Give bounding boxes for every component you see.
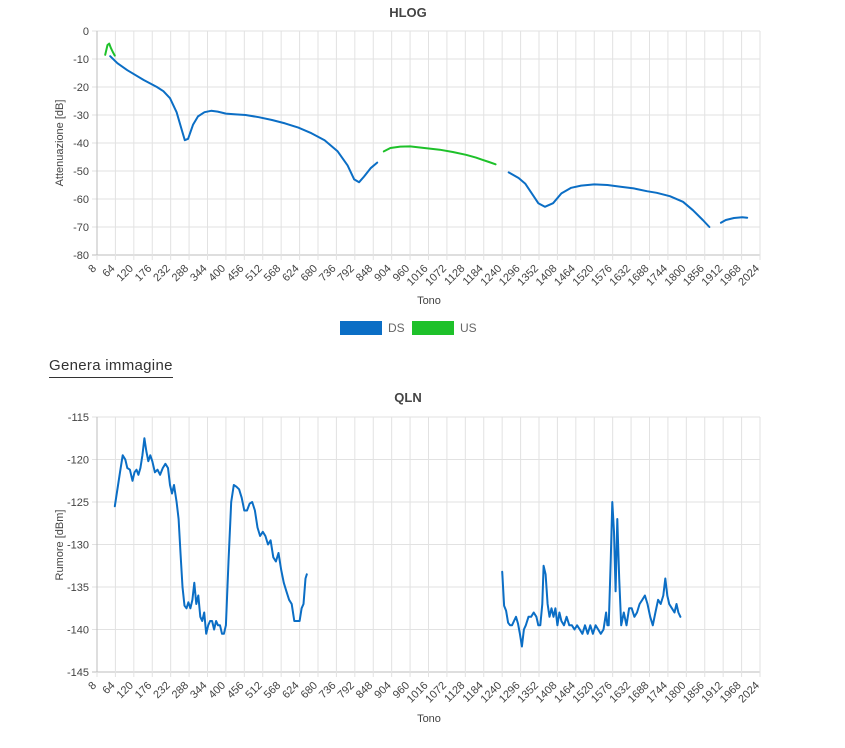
x-tick-label: 344	[188, 263, 209, 284]
x-gridlines	[96, 31, 761, 260]
legend-label-ds: DS	[388, 321, 405, 335]
x-tick-label: 848	[354, 263, 375, 284]
x-tick-label: 176	[133, 263, 154, 284]
x-tick-label: 232	[151, 680, 172, 701]
series-line-us	[382, 145, 497, 166]
series-line-ds	[109, 55, 379, 184]
y-gridlines	[92, 30, 760, 256]
x-tick-label: 512	[243, 680, 264, 701]
x-tick-label: 288	[170, 263, 191, 284]
x-tick-label: 2024	[736, 263, 762, 289]
y-tick-label: -125	[67, 497, 89, 509]
y-tick-label: -70	[73, 222, 89, 234]
y-axis-label: Rumore [dBm]	[54, 510, 66, 581]
x-tick-label: 792	[335, 263, 356, 284]
x-tick-label: 456	[225, 680, 246, 701]
series-line-ds	[719, 216, 749, 224]
y-tick-label: -30	[73, 110, 89, 122]
y-tick-label: -135	[67, 582, 89, 594]
legend-ds[interactable]: DS	[340, 321, 405, 335]
x-tick-label: 680	[299, 680, 320, 701]
x-axis-label: Tono	[417, 295, 441, 307]
x-gridlines	[96, 417, 761, 677]
legend-swatch-ds	[340, 321, 382, 335]
y-tick-label: -145	[67, 667, 89, 679]
y-tick-label: -80	[73, 250, 89, 262]
y-tick-label: -60	[73, 194, 89, 206]
chart-title: QLN	[394, 390, 421, 405]
x-tick-label: 624	[280, 263, 301, 284]
x-tick-label: 680	[299, 263, 320, 284]
legend-label-us: US	[460, 321, 477, 335]
y-tick-label: -120	[67, 455, 89, 467]
x-tick-label: 400	[207, 263, 228, 284]
legend-us[interactable]: US	[412, 321, 477, 335]
x-tick-labels: 8 641201762322883444004565125686246807367…	[86, 263, 762, 289]
y-axis-label: Attenuazione [dB]	[54, 100, 66, 187]
x-tick-label: 232	[151, 263, 172, 284]
x-tick-label: 512	[243, 263, 264, 284]
x-tick-label: 120	[114, 680, 135, 701]
series-line-us	[104, 42, 116, 57]
x-tick-label: 288	[170, 680, 191, 701]
qln-chart: QLN -115-120-125-130-135-140-145 8 641201…	[54, 390, 762, 725]
series-line-ds	[507, 171, 711, 228]
series-line-ds	[113, 437, 308, 635]
x-tick-label: 120	[114, 263, 135, 284]
x-tick-label: 456	[225, 263, 246, 284]
x-tick-label: 8	[86, 680, 99, 693]
y-tick-label: 0	[83, 26, 89, 38]
x-tick-label: 400	[207, 680, 228, 701]
series-lines	[104, 42, 749, 228]
x-tick-label: 848	[354, 680, 375, 701]
x-tick-label: 736	[317, 680, 338, 701]
x-tick-label: 568	[262, 680, 283, 701]
x-tick-label: 176	[133, 680, 154, 701]
chart-title: HLOG	[389, 5, 427, 20]
y-tick-label: -115	[68, 412, 89, 424]
x-tick-label: 904	[372, 263, 393, 284]
x-tick-label: 8	[86, 263, 99, 276]
series-line-ds	[501, 501, 682, 648]
y-tick-labels: 0 -10 -20 -30 -40 -50 -60 -70 -80	[73, 26, 89, 262]
y-gridlines	[92, 416, 760, 673]
y-tick-labels: -115 -120 -125 -130 -135 -140 -145	[67, 412, 89, 679]
x-tick-label: 624	[280, 680, 301, 701]
generate-image-link[interactable]: Genera immagine	[49, 357, 173, 378]
y-tick-label: -10	[73, 54, 89, 66]
legend-swatch-us	[412, 321, 454, 335]
y-tick-label: -20	[73, 82, 89, 94]
x-tick-label: 904	[372, 680, 393, 701]
y-tick-label: -140	[67, 625, 89, 637]
x-tick-label: 2024	[736, 680, 762, 706]
y-tick-label: -50	[73, 166, 89, 178]
series-lines	[113, 437, 682, 648]
y-tick-label: -40	[73, 138, 89, 150]
x-tick-label: 344	[188, 680, 209, 701]
x-tick-label: 568	[262, 263, 283, 284]
y-tick-label: -130	[67, 540, 89, 552]
x-tick-label: 736	[317, 263, 338, 284]
x-tick-labels: 8 641201762322883444004565125686246807367…	[86, 680, 762, 706]
x-tick-label: 792	[335, 680, 356, 701]
x-axis-label: Tono	[417, 713, 441, 725]
hlog-chart: HLOG 0-10-20-30-40-50-60-70-80 8 64120176…	[54, 5, 762, 307]
